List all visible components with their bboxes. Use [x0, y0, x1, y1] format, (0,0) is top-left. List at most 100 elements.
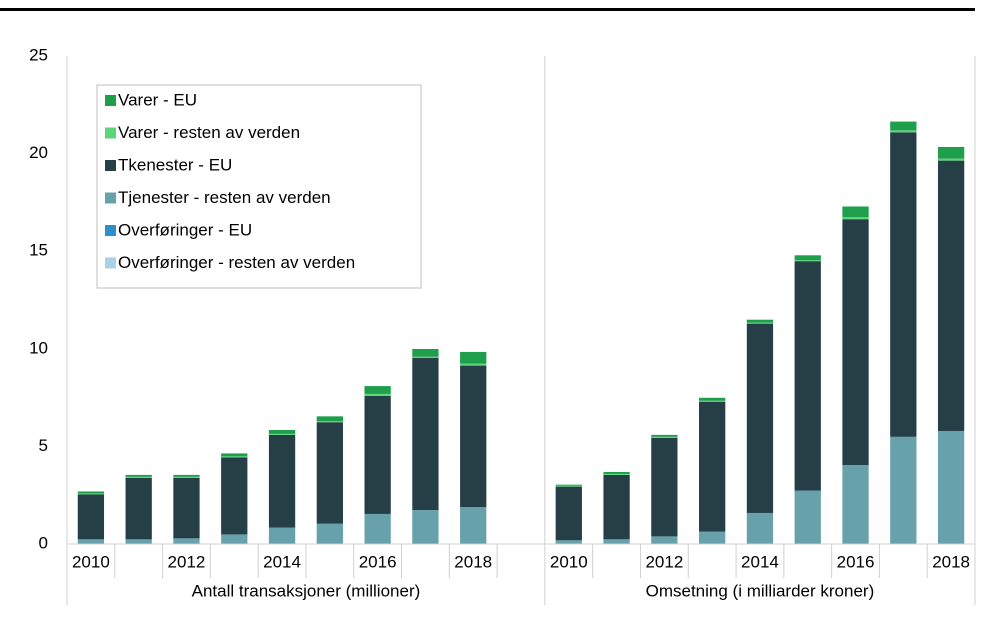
legend-label: Tjenester - resten av verden — [118, 188, 331, 207]
bar-segment — [221, 534, 247, 543]
legend-swatch — [105, 95, 116, 106]
x-tick-label: 2014 — [741, 552, 779, 571]
x-tick-label: 2018 — [454, 552, 492, 571]
bar-segment — [890, 122, 916, 131]
bar-segment — [317, 421, 343, 422]
bar-segment — [364, 514, 390, 543]
bar-segment — [173, 478, 199, 539]
bar-segment — [173, 477, 199, 478]
legend-label: Tkenester - EU — [118, 155, 232, 174]
bar-segment — [890, 437, 916, 543]
bar-segment — [126, 477, 152, 478]
bar-segment — [603, 475, 629, 539]
bar-segment — [269, 528, 295, 544]
bar-segment — [747, 513, 773, 543]
bar-segment — [795, 260, 821, 261]
bar-segment — [842, 465, 868, 543]
bar-segment — [460, 352, 486, 364]
bar-segment — [938, 431, 964, 543]
legend-label: Varer - EU — [118, 90, 197, 109]
x-tick-label: 2012 — [168, 552, 206, 571]
bar-segment — [412, 357, 438, 358]
bar-segment — [699, 532, 725, 544]
bar-segment — [842, 219, 868, 465]
bar-segment — [747, 320, 773, 323]
legend-label: Overføringer - resten av verden — [118, 253, 355, 272]
bar-segment — [556, 540, 582, 543]
bar-segment — [651, 437, 677, 438]
legend-swatch — [105, 128, 116, 139]
bar-segment — [173, 538, 199, 543]
x-tick-label: 2016 — [359, 552, 397, 571]
legend-label: Overføringer - EU — [118, 220, 252, 239]
bar-segment — [126, 475, 152, 477]
bar-segment — [603, 474, 629, 475]
bar-segment — [938, 147, 964, 159]
x-tick-label: 2012 — [645, 552, 683, 571]
bar-segment — [795, 255, 821, 260]
bar-segment — [412, 358, 438, 510]
bar-segment — [317, 524, 343, 544]
bar-segment — [364, 386, 390, 394]
legend-swatch — [105, 258, 116, 269]
x-tick-label: 2014 — [263, 552, 301, 571]
bar-segment — [221, 457, 247, 534]
bar-segment — [699, 398, 725, 401]
x-tick-label: 2010 — [72, 552, 110, 571]
bar-segment — [173, 475, 199, 477]
bar-segment — [890, 132, 916, 437]
bar-segment — [269, 435, 295, 528]
bar-segment — [460, 364, 486, 366]
bar-segment — [938, 161, 964, 431]
bar-segment — [126, 478, 152, 539]
bar-segment — [603, 472, 629, 474]
x-tick-label: 2018 — [932, 552, 970, 571]
bar-segment — [556, 485, 582, 486]
bar-segment — [78, 491, 104, 493]
bar-segment — [890, 130, 916, 132]
bar-segment — [603, 539, 629, 543]
x-tick-label: 2010 — [550, 552, 588, 571]
bar-segment — [842, 206, 868, 217]
bar-segment — [460, 507, 486, 543]
bar-segment — [364, 394, 390, 396]
group-label: Omsetning (i milliarder kroner) — [646, 581, 875, 600]
y-tick-label: 5 — [39, 436, 48, 455]
legend-swatch — [105, 160, 116, 171]
group-label: Antall transaksjoner (millioner) — [192, 581, 421, 600]
bar-segment — [460, 366, 486, 508]
bar-segment — [938, 159, 964, 161]
bar-segment — [126, 539, 152, 543]
bar-segment — [78, 493, 104, 494]
bar-segment — [795, 491, 821, 544]
bar-segment — [699, 402, 725, 532]
x-tick-label: 2016 — [837, 552, 875, 571]
bar-segment — [747, 323, 773, 324]
bar-segment — [78, 539, 104, 543]
bar-segment — [651, 438, 677, 537]
bar-segment — [78, 494, 104, 539]
bar-segment — [795, 261, 821, 490]
bar-segment — [556, 486, 582, 487]
bar-segment — [412, 349, 438, 357]
bar-segment — [269, 430, 295, 434]
legend-swatch — [105, 193, 116, 204]
bar-segment — [699, 401, 725, 402]
bar-segment — [842, 217, 868, 219]
y-tick-label: 20 — [29, 143, 48, 162]
y-tick-label: 25 — [29, 45, 48, 64]
bar-segment — [317, 422, 343, 524]
bar-segment — [651, 435, 677, 437]
bar-segment — [412, 510, 438, 543]
y-tick-label: 10 — [29, 338, 48, 357]
y-tick-label: 15 — [29, 241, 48, 260]
top-rule — [0, 8, 975, 11]
bar-segment — [556, 487, 582, 541]
bar-segment — [221, 453, 247, 456]
bar-segment — [269, 434, 295, 435]
bar-segment — [221, 456, 247, 457]
bar-segment — [317, 416, 343, 421]
legend-label: Varer - resten av verden — [118, 123, 300, 142]
